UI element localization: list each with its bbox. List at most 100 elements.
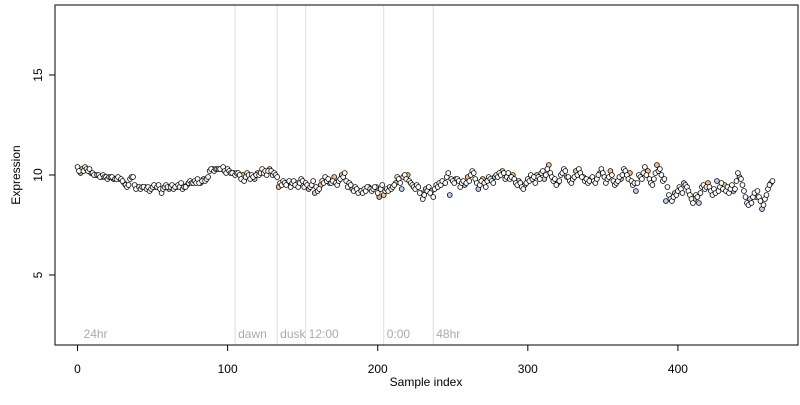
data-point (714, 178, 720, 184)
data-point (732, 186, 738, 192)
data-point (654, 162, 660, 168)
marker-labels-group: 24hr dawn dusk 12:00 0:00 48hr (84, 327, 461, 341)
data-point (739, 182, 746, 188)
data-point (763, 192, 770, 198)
y-tick-label: 10 (31, 168, 45, 182)
y-tick-label: 5 (31, 271, 45, 278)
data-point (664, 184, 671, 190)
marker-label: 0:00 (387, 327, 411, 341)
data-point (205, 174, 211, 180)
data-point (663, 198, 669, 204)
data-point (766, 182, 773, 188)
data-point (482, 184, 489, 190)
data-point (733, 178, 740, 184)
data-point (397, 180, 404, 186)
data-point (634, 180, 641, 186)
data-point (643, 172, 650, 178)
data-point (446, 192, 453, 198)
data-point (119, 178, 126, 184)
marker-label: dawn (238, 327, 267, 341)
data-point (391, 182, 398, 188)
data-point (540, 168, 546, 174)
data-point (690, 200, 696, 206)
data-point (697, 190, 704, 196)
data-point (182, 184, 189, 190)
data-point (694, 194, 701, 200)
y-tick-label: 15 (31, 68, 45, 82)
data-point (661, 176, 668, 182)
data-point (416, 190, 423, 196)
data-point (757, 198, 764, 204)
data-point (556, 178, 563, 184)
data-point (425, 184, 432, 190)
marker-label: dusk (280, 327, 306, 341)
data-point (658, 172, 665, 178)
data-point (505, 170, 512, 176)
data-point (543, 172, 549, 178)
points-group (74, 162, 776, 212)
data-point (531, 174, 537, 180)
data-point (490, 180, 497, 186)
marker-label: 12:00 (309, 327, 339, 341)
data-point (415, 184, 422, 190)
data-point (86, 166, 93, 172)
data-point (595, 172, 602, 178)
data-point (442, 180, 449, 186)
data-point (748, 200, 755, 206)
data-point (679, 190, 686, 196)
data-point (741, 188, 747, 194)
data-point (316, 186, 322, 192)
y-axis-label: Expression (9, 145, 23, 204)
data-point (649, 182, 656, 188)
marker-label: 48hr (436, 327, 460, 341)
data-point (633, 188, 639, 194)
data-point (609, 172, 615, 178)
data-point (642, 164, 648, 170)
data-point (729, 182, 735, 188)
data-point (310, 178, 316, 184)
data-point (760, 202, 767, 208)
data-point (738, 176, 744, 182)
data-point (451, 180, 458, 186)
data-point (552, 176, 558, 182)
data-point (130, 174, 136, 180)
data-point (347, 182, 354, 188)
data-point (544, 166, 551, 172)
data-point (76, 168, 82, 174)
data-point (769, 178, 776, 184)
data-point (178, 180, 184, 186)
data-point (466, 178, 473, 184)
data-point (430, 194, 437, 200)
data-point (421, 192, 428, 198)
data-point (379, 182, 386, 188)
data-point (579, 174, 585, 180)
x-tick-label: 0 (74, 362, 81, 376)
data-point (639, 176, 645, 182)
data-point (537, 176, 543, 182)
data-point (274, 174, 280, 180)
data-point (651, 176, 657, 182)
data-point (125, 182, 132, 188)
data-point (532, 180, 539, 186)
marker-label: 24hr (84, 327, 108, 341)
data-point (657, 166, 663, 172)
data-point (371, 184, 378, 190)
x-tick-label: 300 (518, 362, 538, 376)
data-point (742, 194, 749, 200)
data-point (696, 200, 702, 206)
data-point (398, 186, 405, 192)
data-point (553, 182, 560, 188)
data-point (718, 180, 725, 186)
data-point (445, 170, 452, 176)
x-tick-label: 200 (368, 362, 388, 376)
data-point (427, 190, 434, 196)
data-point (374, 190, 381, 196)
x-tick-label: 100 (218, 362, 238, 376)
data-point (520, 186, 527, 192)
x-axis-label: Sample index (390, 375, 463, 389)
data-point (283, 182, 289, 188)
y-axis: 5 10 15 (31, 68, 55, 278)
x-tick-label: 400 (668, 362, 688, 376)
